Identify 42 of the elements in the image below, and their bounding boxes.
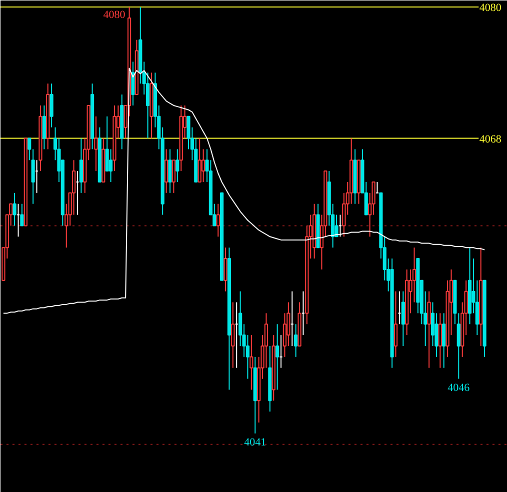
candlestick [279, 334, 283, 368]
candlestick [338, 214, 342, 238]
candlestick [398, 290, 402, 325]
candlestick [394, 290, 398, 358]
candlestick [131, 61, 135, 106]
candlestick [438, 312, 442, 368]
candlestick [72, 160, 76, 216]
candlestick [168, 148, 172, 194]
candlestick [164, 148, 168, 194]
candlestick [108, 148, 113, 182]
candlestick [16, 203, 20, 238]
candlestick [42, 104, 46, 150]
candlestick [427, 290, 431, 368]
candlestick [301, 290, 306, 336]
ref-line-label: 4080 [479, 2, 502, 14]
candlestick [290, 290, 294, 346]
annotation: 4080 [103, 9, 126, 22]
candlestick [202, 148, 206, 182]
candlestick [79, 138, 83, 194]
annotation: 4046 [448, 382, 470, 394]
candlestick [76, 170, 80, 216]
candlestick [231, 302, 235, 368]
candlestick [401, 290, 405, 346]
ref-line-label: 4068 [479, 133, 502, 146]
candlestick [250, 334, 254, 390]
candlestick [94, 116, 98, 172]
candlestick [50, 83, 54, 128]
candlestick [198, 138, 202, 182]
candlestick [176, 148, 180, 182]
candlestick [334, 214, 338, 238]
candlestick [216, 203, 220, 238]
candlestick [234, 302, 238, 368]
candlestick [276, 324, 280, 390]
candlestick [12, 192, 16, 226]
candlestick [294, 324, 298, 358]
candlestick [172, 160, 176, 194]
candlestick [224, 247, 228, 292]
candlestick [442, 312, 446, 368]
candlestick [375, 181, 380, 194]
annotation: 4041 [244, 436, 266, 448]
candlestick [34, 160, 39, 194]
candlestick [20, 203, 24, 226]
